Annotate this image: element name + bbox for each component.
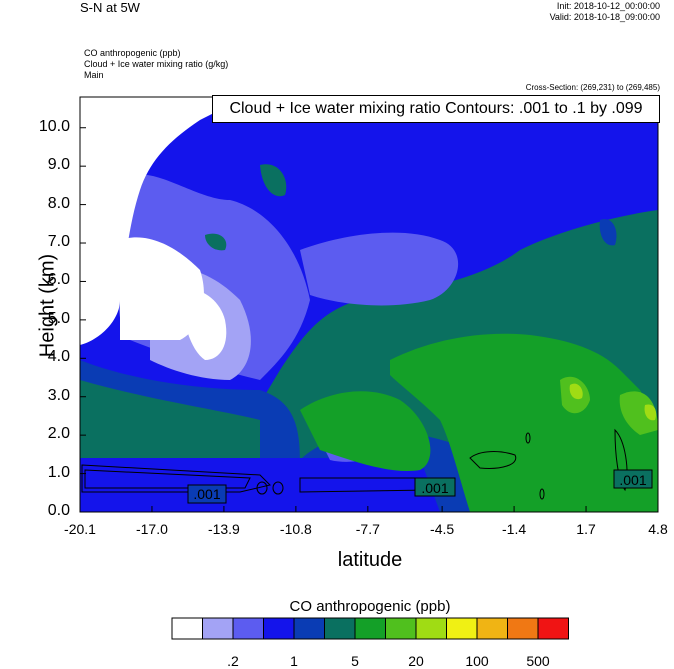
- y-tick-label: 9.0: [47, 156, 70, 174]
- init-valid-times: Init: 2018-10-12_00:00:00 Valid: 2018-10…: [550, 1, 660, 23]
- y-tick-label: 1.0: [47, 463, 70, 481]
- x-tick-label: -1.4: [502, 521, 527, 537]
- colorbar-swatch: [537, 617, 569, 640]
- colorbar-label: 20: [408, 653, 424, 669]
- y-tick-label: 4.0: [47, 348, 70, 366]
- colorbar-swatch: [232, 617, 264, 640]
- contour-label-2: .001: [421, 480, 448, 496]
- colorbar-label: 1: [290, 653, 298, 669]
- colorbar-swatch: [263, 617, 295, 640]
- colorbar: [171, 617, 569, 640]
- field-cloud: Cloud + Ice water mixing ratio (g/kg): [84, 59, 229, 69]
- contour-label-3: .001: [619, 472, 646, 488]
- y-tick-label: 10.0: [38, 117, 70, 135]
- y-tick-label: 0.0: [47, 502, 70, 519]
- contour-labels: .001 .001 .001: [187, 469, 653, 504]
- y-tick-label: 3.0: [47, 386, 70, 404]
- contour-info-box: Cloud + Ice water mixing ratio Contours:…: [212, 95, 660, 123]
- y-tick-label: 6.0: [47, 271, 70, 289]
- heatmap-field: [80, 97, 658, 512]
- y-tick-label: 8.0: [47, 194, 70, 212]
- colorbar-swatch: [446, 617, 478, 640]
- colorbar-swatch: [293, 617, 325, 640]
- colorbar-swatch: [476, 617, 508, 640]
- colorbar-swatch: [385, 617, 417, 640]
- cross-section-label: Cross-Section: (269,231) to (269,485): [525, 83, 660, 92]
- colorbar-swatch: [415, 617, 447, 640]
- colorbar-swatch: [507, 617, 539, 640]
- y-tick-label: 2.0: [47, 425, 70, 443]
- colorbar-title: CO anthropogenic (ppb): [289, 598, 451, 615]
- field-descriptions: CO anthropogenic (ppb) Cloud + Ice water…: [84, 48, 228, 81]
- contour-label-1: .001: [193, 486, 220, 502]
- colorbar-label: .2: [227, 653, 239, 669]
- colorbar-label: 5: [351, 653, 359, 669]
- plot-title: S-N at 5W: [80, 0, 140, 15]
- colorbar-swatch: [354, 617, 386, 640]
- axis-ticks: [79, 127, 659, 513]
- y-tick-label: 7.0: [47, 233, 70, 251]
- x-tick-label: -10.8: [279, 521, 312, 537]
- colorbar-swatch: [324, 617, 356, 640]
- colorbar-swatch: [202, 617, 234, 640]
- x-tick-label: -17.0: [135, 521, 168, 537]
- init-time: Init: 2018-10-12_00:00:00: [556, 1, 660, 11]
- valid-time: Valid: 2018-10-18_09:00:00: [549, 12, 660, 22]
- x-tick-label: -20.1: [64, 521, 96, 537]
- colorbar-swatch: [171, 617, 203, 640]
- x-tick-label: -7.7: [355, 521, 380, 537]
- x-tick-label: 4.8: [648, 521, 668, 537]
- x-tick-label: -4.5: [430, 521, 455, 537]
- x-tick-label: 1.7: [576, 521, 596, 537]
- field-main: Main: [84, 70, 104, 80]
- field-co: CO anthropogenic (ppb): [84, 48, 181, 58]
- y-tick-label: 5.0: [47, 309, 70, 327]
- contour-lines: [81, 428, 628, 500]
- colorbar-label: 100: [465, 653, 489, 669]
- x-tick-label: -13.9: [207, 521, 240, 537]
- x-axis-label: latitude: [337, 549, 403, 571]
- colorbar-label: 500: [526, 653, 550, 669]
